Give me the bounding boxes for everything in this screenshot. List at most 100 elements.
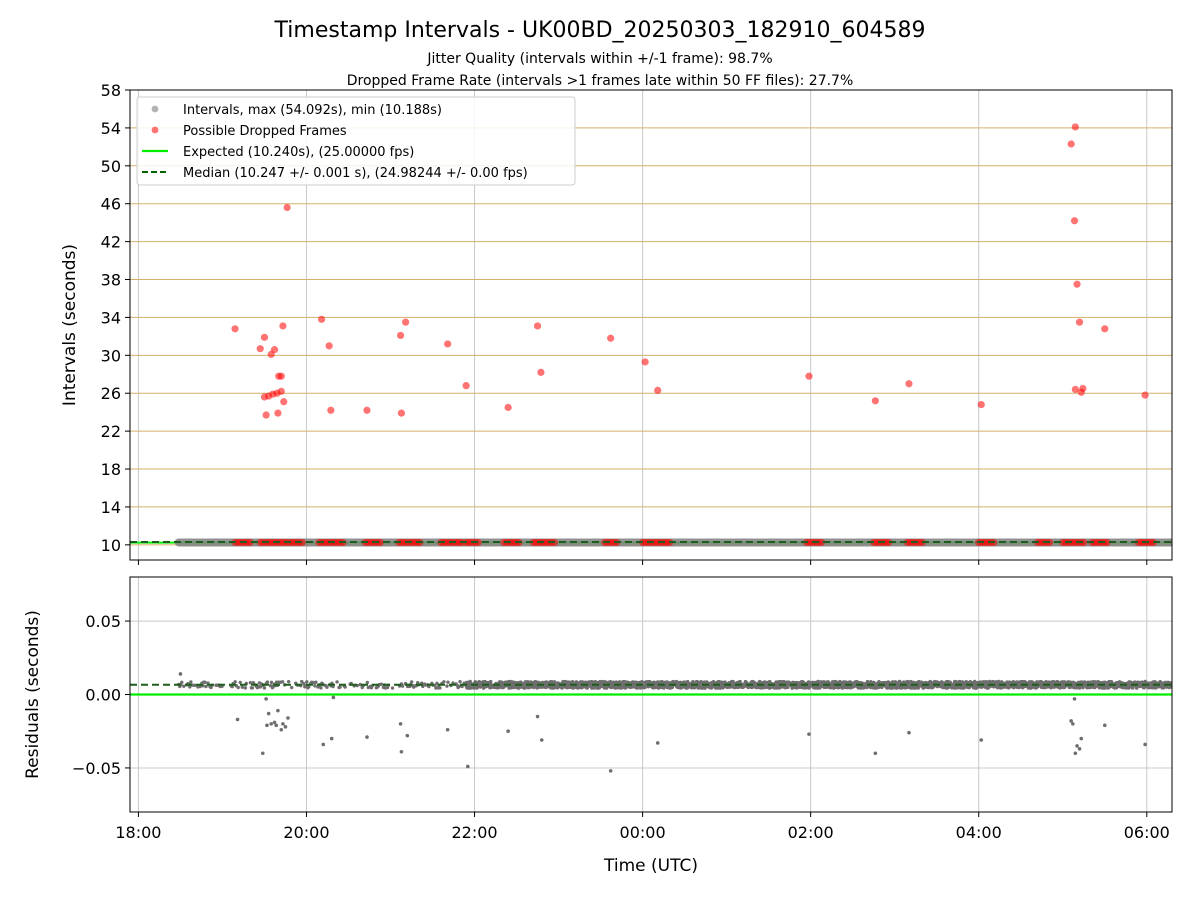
top-ytick-label: 54: [101, 119, 121, 138]
dropped-frame-point: [607, 334, 615, 342]
dropped-frame-point: [444, 340, 452, 348]
dropped-frame-point: [1075, 318, 1084, 326]
dropped-frame-point: [277, 372, 285, 380]
residual-point: [180, 680, 184, 685]
residual-point: [250, 686, 255, 690]
residual-outlier-point: [286, 716, 290, 720]
dropped-frame-point: [363, 406, 371, 414]
legend: Intervals, max (54.092s), min (10.188s) P…: [136, 96, 576, 186]
dropped-frame-baseline-point: [376, 538, 384, 547]
residual-outlier-point: [1071, 722, 1075, 726]
dropped-frame-point: [805, 372, 813, 380]
residual-point: [248, 680, 253, 685]
chart-title: Timestamp Intervals - UK00BD_20250303_18…: [274, 18, 926, 43]
residual-point: [946, 686, 950, 690]
residual-outlier-point: [873, 751, 878, 756]
residual-point: [289, 685, 294, 690]
top-ytick-label: 38: [101, 271, 121, 290]
dropped-frame-point: [260, 333, 269, 341]
dropped-frame-point: [1071, 385, 1079, 394]
dropped-frame-point: [1101, 325, 1109, 333]
bottom-xtick-label: 20:00: [283, 823, 329, 842]
top-ytick-label: 42: [101, 233, 121, 252]
residual-point: [365, 680, 370, 685]
residual-point: [451, 681, 455, 685]
residual-point: [233, 680, 237, 684]
residual-point: [305, 680, 309, 684]
residual-outlier-point: [608, 769, 613, 773]
dropped-frame-point: [270, 346, 279, 354]
dropped-frame-point: [504, 403, 512, 412]
dropped-frame-point: [279, 322, 287, 330]
residual-point: [313, 684, 317, 688]
residual-outlier-point: [535, 714, 540, 719]
residual-point: [457, 684, 461, 689]
residual-outlier-point: [399, 749, 404, 754]
dropped-frame-baseline-point: [1103, 538, 1111, 547]
dropped-frame-point: [256, 345, 264, 353]
residual-outlier-point: [260, 751, 265, 756]
residual-outlier-point: [807, 732, 811, 736]
residual-point: [240, 685, 244, 689]
top-ytick-label: 46: [101, 195, 121, 214]
bottom-xlabel: Time (UTC): [603, 856, 698, 876]
bottom-ylabel: Residuals (seconds): [23, 610, 43, 779]
top-ytick-label: 30: [101, 346, 121, 365]
dropped-frame-point: [641, 358, 649, 366]
residual-outlier-point: [445, 727, 450, 732]
top-axes-frame: [129, 89, 1173, 561]
dropped-frame-baseline-point: [1080, 538, 1088, 547]
top-ytick-label: 18: [101, 460, 121, 479]
residual-point: [335, 680, 339, 684]
dropped-frame-point: [1070, 217, 1079, 225]
residual-outlier-point: [466, 764, 470, 769]
dropped-frame-point: [462, 382, 470, 390]
residual-point: [307, 685, 311, 689]
bottom-ytick-label: 0.00: [85, 686, 121, 705]
dropped-frame-point: [1067, 140, 1075, 148]
residual-outlier-point: [321, 742, 326, 747]
dropped-frame-point: [1079, 384, 1087, 393]
residual-point: [409, 680, 414, 684]
bottom-ytick-label: −0.05: [72, 759, 121, 778]
residual-point: [269, 680, 274, 685]
legend-label: Possible Dropped Frames: [183, 124, 347, 139]
dropped-frame-point: [533, 322, 542, 330]
dropped-frame-baseline-point: [246, 538, 254, 547]
top-ytick-label: 26: [101, 384, 121, 403]
residual-outlier-point: [264, 697, 268, 701]
top-ytick-label: 22: [101, 422, 121, 441]
bottom-xtick-label: 06:00: [1124, 823, 1170, 842]
residual-point: [314, 680, 318, 684]
dropped-frame-point: [262, 411, 270, 419]
residual-outlier-point: [907, 730, 911, 735]
bottom-xtick-label: 18:00: [115, 823, 161, 842]
residual-outlier-point: [539, 738, 544, 742]
residual-point: [204, 684, 208, 689]
residual-point: [458, 680, 462, 684]
residual-point: [570, 679, 575, 684]
residual-outlier-point: [1075, 744, 1079, 748]
dropped-frame-point: [905, 380, 913, 388]
top-ytick-label: 14: [101, 498, 121, 517]
dropped-frame-point: [317, 315, 326, 323]
top-ytick-label: 50: [101, 157, 121, 176]
dropped-frame-point: [1141, 391, 1149, 399]
dropped-frame-point: [871, 397, 879, 405]
legend-marker-dropped: [151, 126, 159, 134]
residual-outlier-point: [365, 735, 369, 739]
residual-outlier-point: [1069, 719, 1073, 723]
dropped-frame-point: [283, 203, 291, 212]
residual-outlier-point: [265, 723, 269, 728]
top-ylabel: Intervals (seconds): [60, 244, 80, 406]
legend-label: Intervals, max (54.092s), min (10.188s): [183, 103, 442, 118]
top-ytick-label: 10: [101, 536, 121, 555]
residual-point: [319, 686, 323, 690]
dropped-frame-point: [396, 331, 405, 340]
dropped-frame-baseline-point: [885, 538, 893, 547]
residual-point: [182, 684, 186, 688]
residual-outlier-point: [266, 711, 271, 716]
dropped-frame-point: [231, 325, 239, 333]
bottom-xtick-label: 22:00: [451, 823, 497, 842]
residual-point: [433, 683, 437, 688]
